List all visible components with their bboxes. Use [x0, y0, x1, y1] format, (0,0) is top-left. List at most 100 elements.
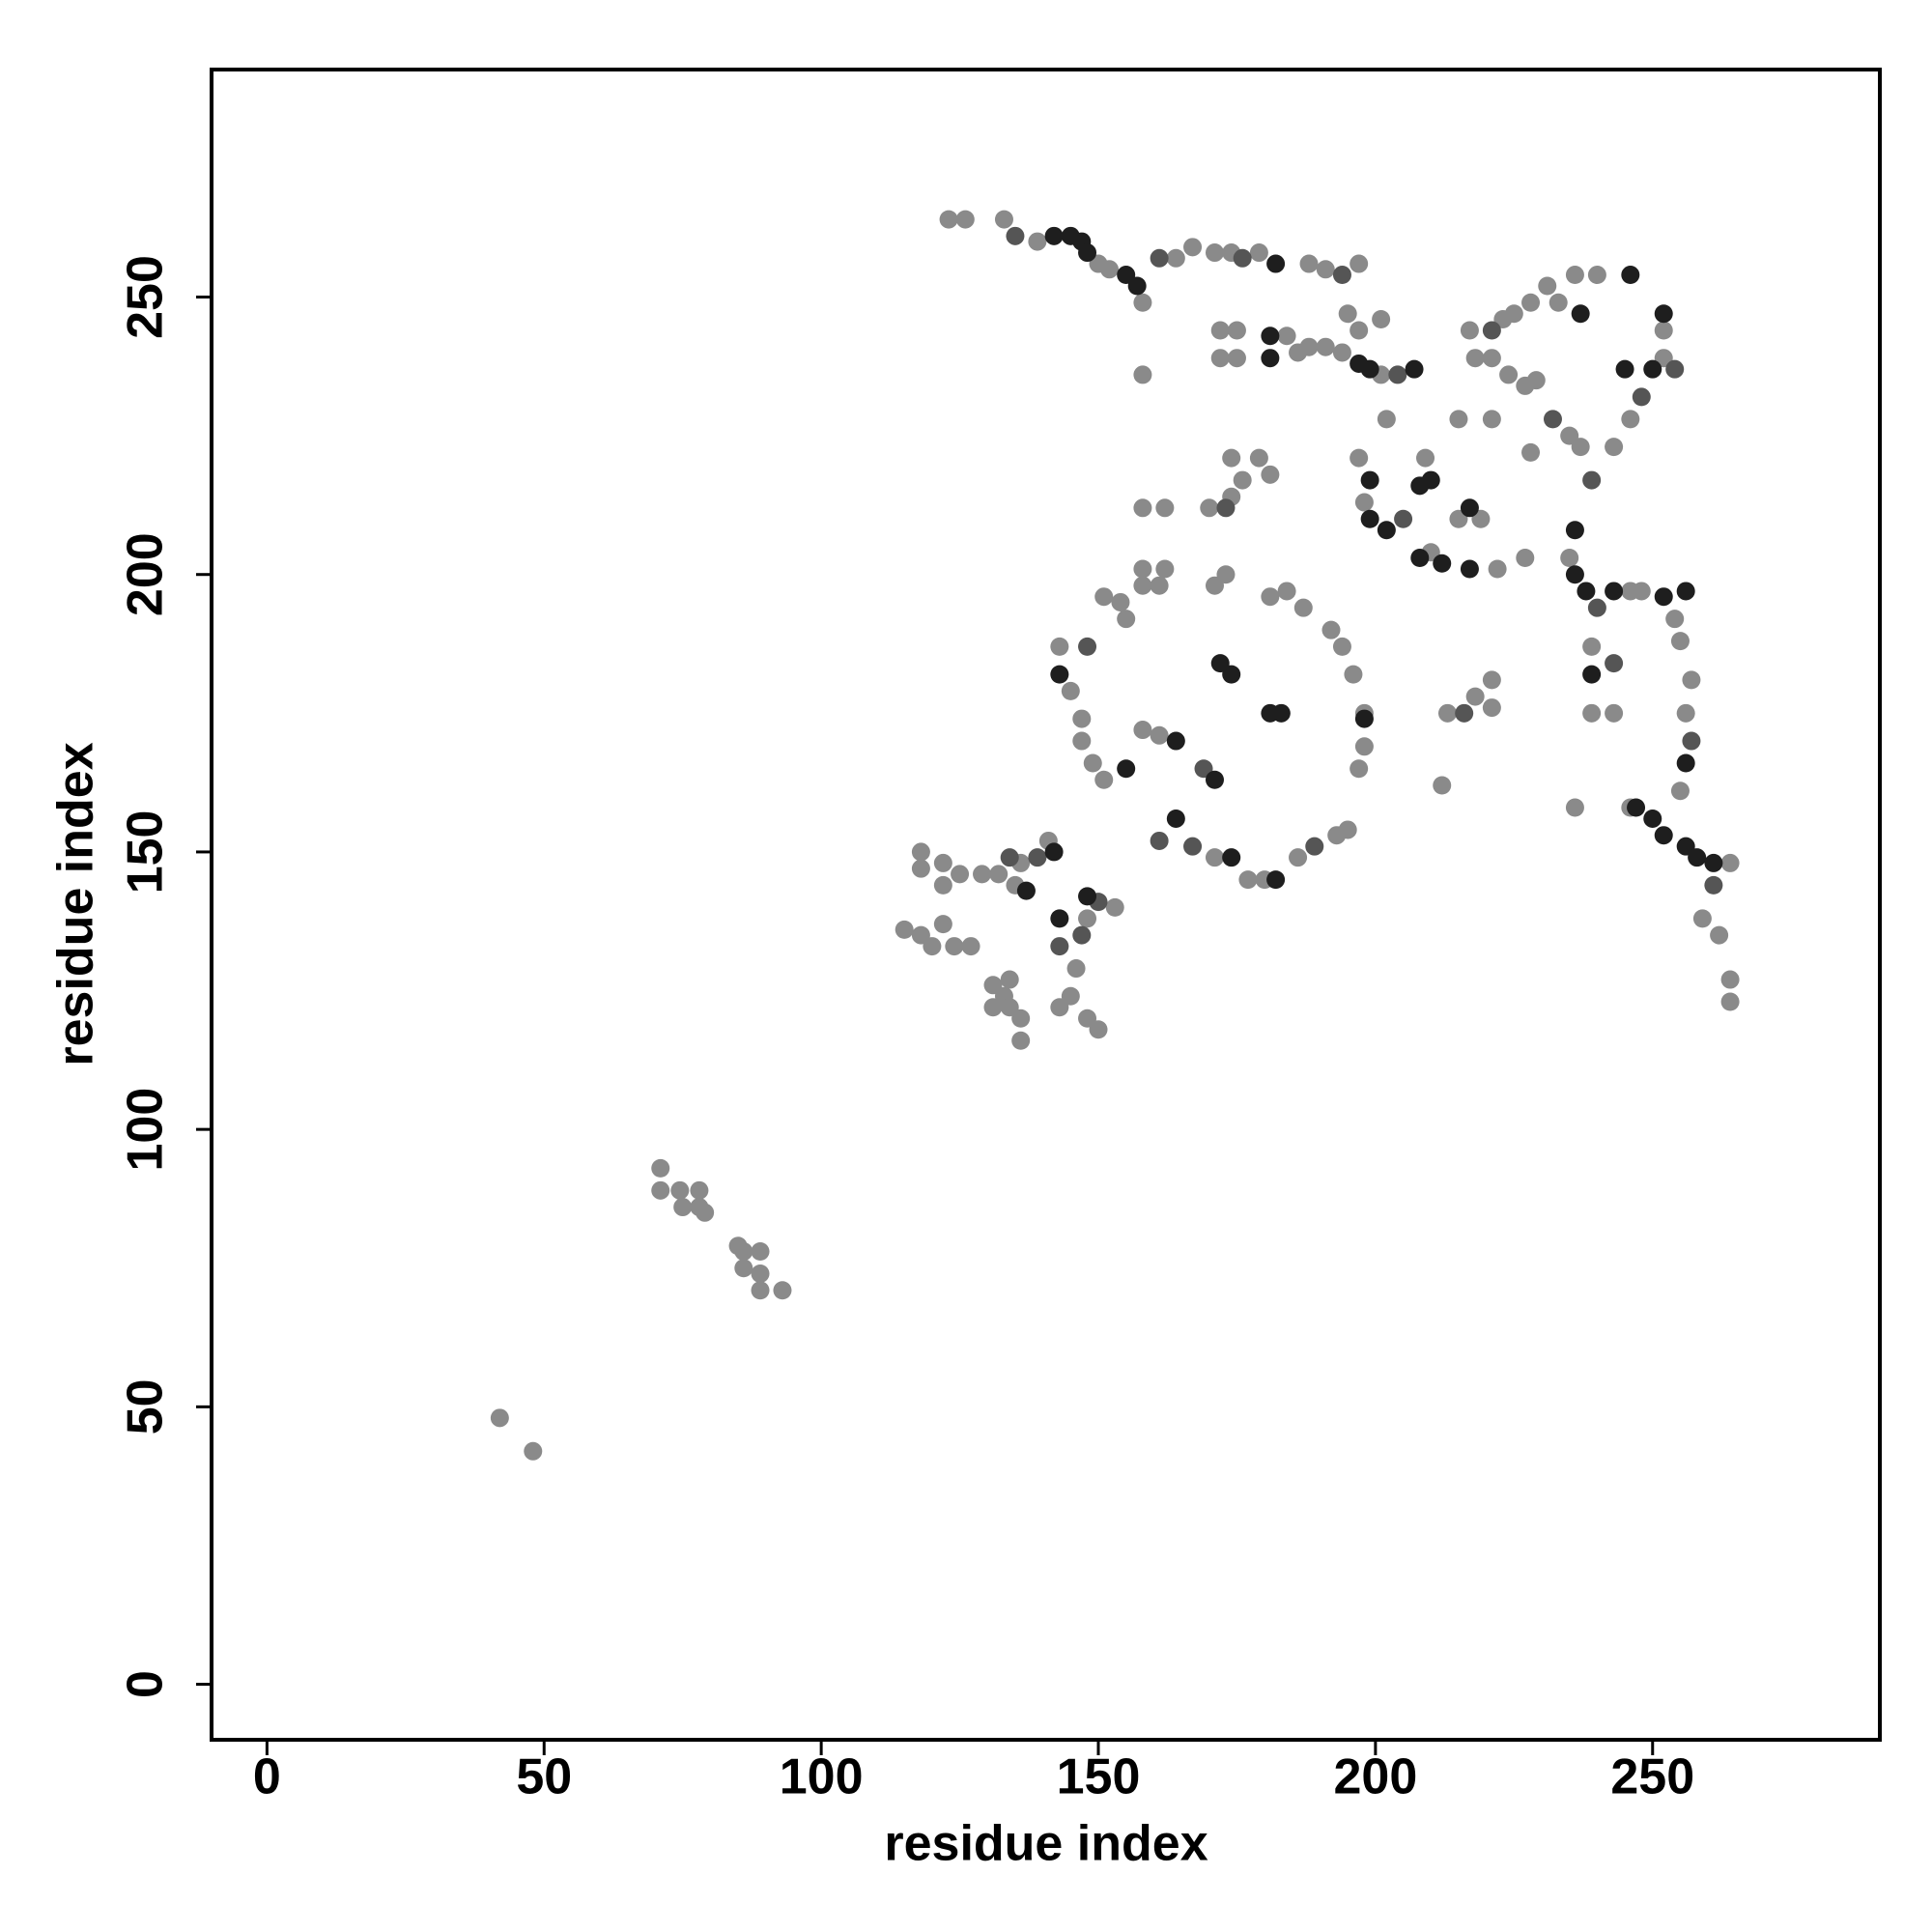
point — [1050, 909, 1069, 928]
point — [1621, 410, 1640, 429]
point — [1676, 837, 1695, 856]
x-tick-label: 250 — [1610, 1749, 1694, 1805]
point — [1205, 243, 1224, 263]
point — [1094, 770, 1114, 789]
point — [1277, 582, 1296, 601]
point — [1710, 925, 1729, 945]
point — [1565, 565, 1584, 584]
point — [1222, 848, 1241, 867]
point — [1078, 1009, 1097, 1028]
point — [1000, 970, 1019, 989]
point — [1127, 276, 1147, 296]
point — [1183, 238, 1203, 257]
point — [1011, 1009, 1031, 1028]
point — [911, 925, 930, 945]
point — [1460, 559, 1479, 579]
point — [1654, 587, 1673, 607]
point — [1210, 349, 1230, 368]
point — [1227, 349, 1246, 368]
point — [1605, 654, 1624, 673]
point — [961, 937, 980, 956]
point — [1094, 587, 1114, 607]
point — [1210, 321, 1230, 340]
point — [1155, 498, 1175, 518]
point — [1072, 925, 1092, 945]
point — [1117, 610, 1136, 629]
point — [751, 1281, 770, 1300]
point — [1000, 998, 1019, 1017]
point — [651, 1180, 670, 1200]
x-axis-title: residue index — [884, 1816, 1208, 1872]
point — [1704, 875, 1723, 895]
point — [1482, 698, 1501, 718]
point — [1000, 848, 1019, 867]
point — [1293, 598, 1313, 617]
point — [1205, 576, 1224, 595]
point — [1072, 731, 1092, 751]
point — [1354, 709, 1374, 728]
point — [1388, 365, 1407, 384]
point — [1433, 776, 1452, 795]
point — [1482, 349, 1501, 368]
point — [1044, 842, 1064, 862]
point — [673, 1198, 693, 1217]
point — [1210, 654, 1230, 673]
point — [1078, 887, 1097, 906]
point — [983, 976, 1003, 995]
point — [1183, 837, 1203, 856]
point — [1166, 731, 1185, 751]
point — [1560, 548, 1579, 567]
point — [1577, 582, 1596, 601]
point — [1350, 254, 1369, 273]
point — [524, 1441, 543, 1461]
x-tick-label: 100 — [780, 1749, 864, 1805]
point — [1266, 870, 1286, 890]
point — [696, 1203, 715, 1222]
point — [1377, 410, 1396, 429]
point — [1261, 349, 1280, 368]
point — [989, 865, 1009, 884]
point — [955, 210, 975, 229]
point — [1078, 909, 1097, 928]
point — [1238, 870, 1258, 890]
point — [1072, 709, 1092, 728]
point — [1050, 665, 1069, 684]
point — [933, 915, 952, 934]
point — [751, 1264, 770, 1283]
point — [1321, 620, 1341, 639]
point — [690, 1180, 709, 1200]
point — [1166, 809, 1185, 828]
point — [1117, 266, 1136, 285]
point — [1643, 809, 1662, 828]
point — [933, 853, 952, 872]
y-tick-label: 50 — [118, 1378, 174, 1435]
point — [1050, 637, 1069, 656]
point — [1516, 548, 1535, 567]
point — [1111, 592, 1130, 611]
point — [1050, 998, 1069, 1017]
point — [773, 1281, 792, 1300]
point — [1150, 725, 1169, 745]
point — [1105, 897, 1124, 917]
x-tick-label: 50 — [516, 1749, 572, 1805]
point — [1676, 582, 1695, 601]
point — [1133, 576, 1152, 595]
point — [1670, 781, 1690, 801]
point — [1216, 565, 1236, 584]
point — [1277, 327, 1296, 346]
point — [1605, 438, 1624, 457]
point — [1338, 820, 1357, 839]
y-tick-label: 200 — [118, 532, 174, 616]
point — [1405, 359, 1424, 379]
point — [1011, 1031, 1031, 1050]
point — [1050, 937, 1069, 956]
point — [923, 937, 942, 956]
point — [1117, 759, 1136, 779]
point — [1605, 582, 1624, 601]
y-axis-title: residue index — [48, 742, 104, 1065]
point — [751, 1242, 770, 1262]
point — [1460, 321, 1479, 340]
y-tick-label: 100 — [118, 1088, 174, 1172]
